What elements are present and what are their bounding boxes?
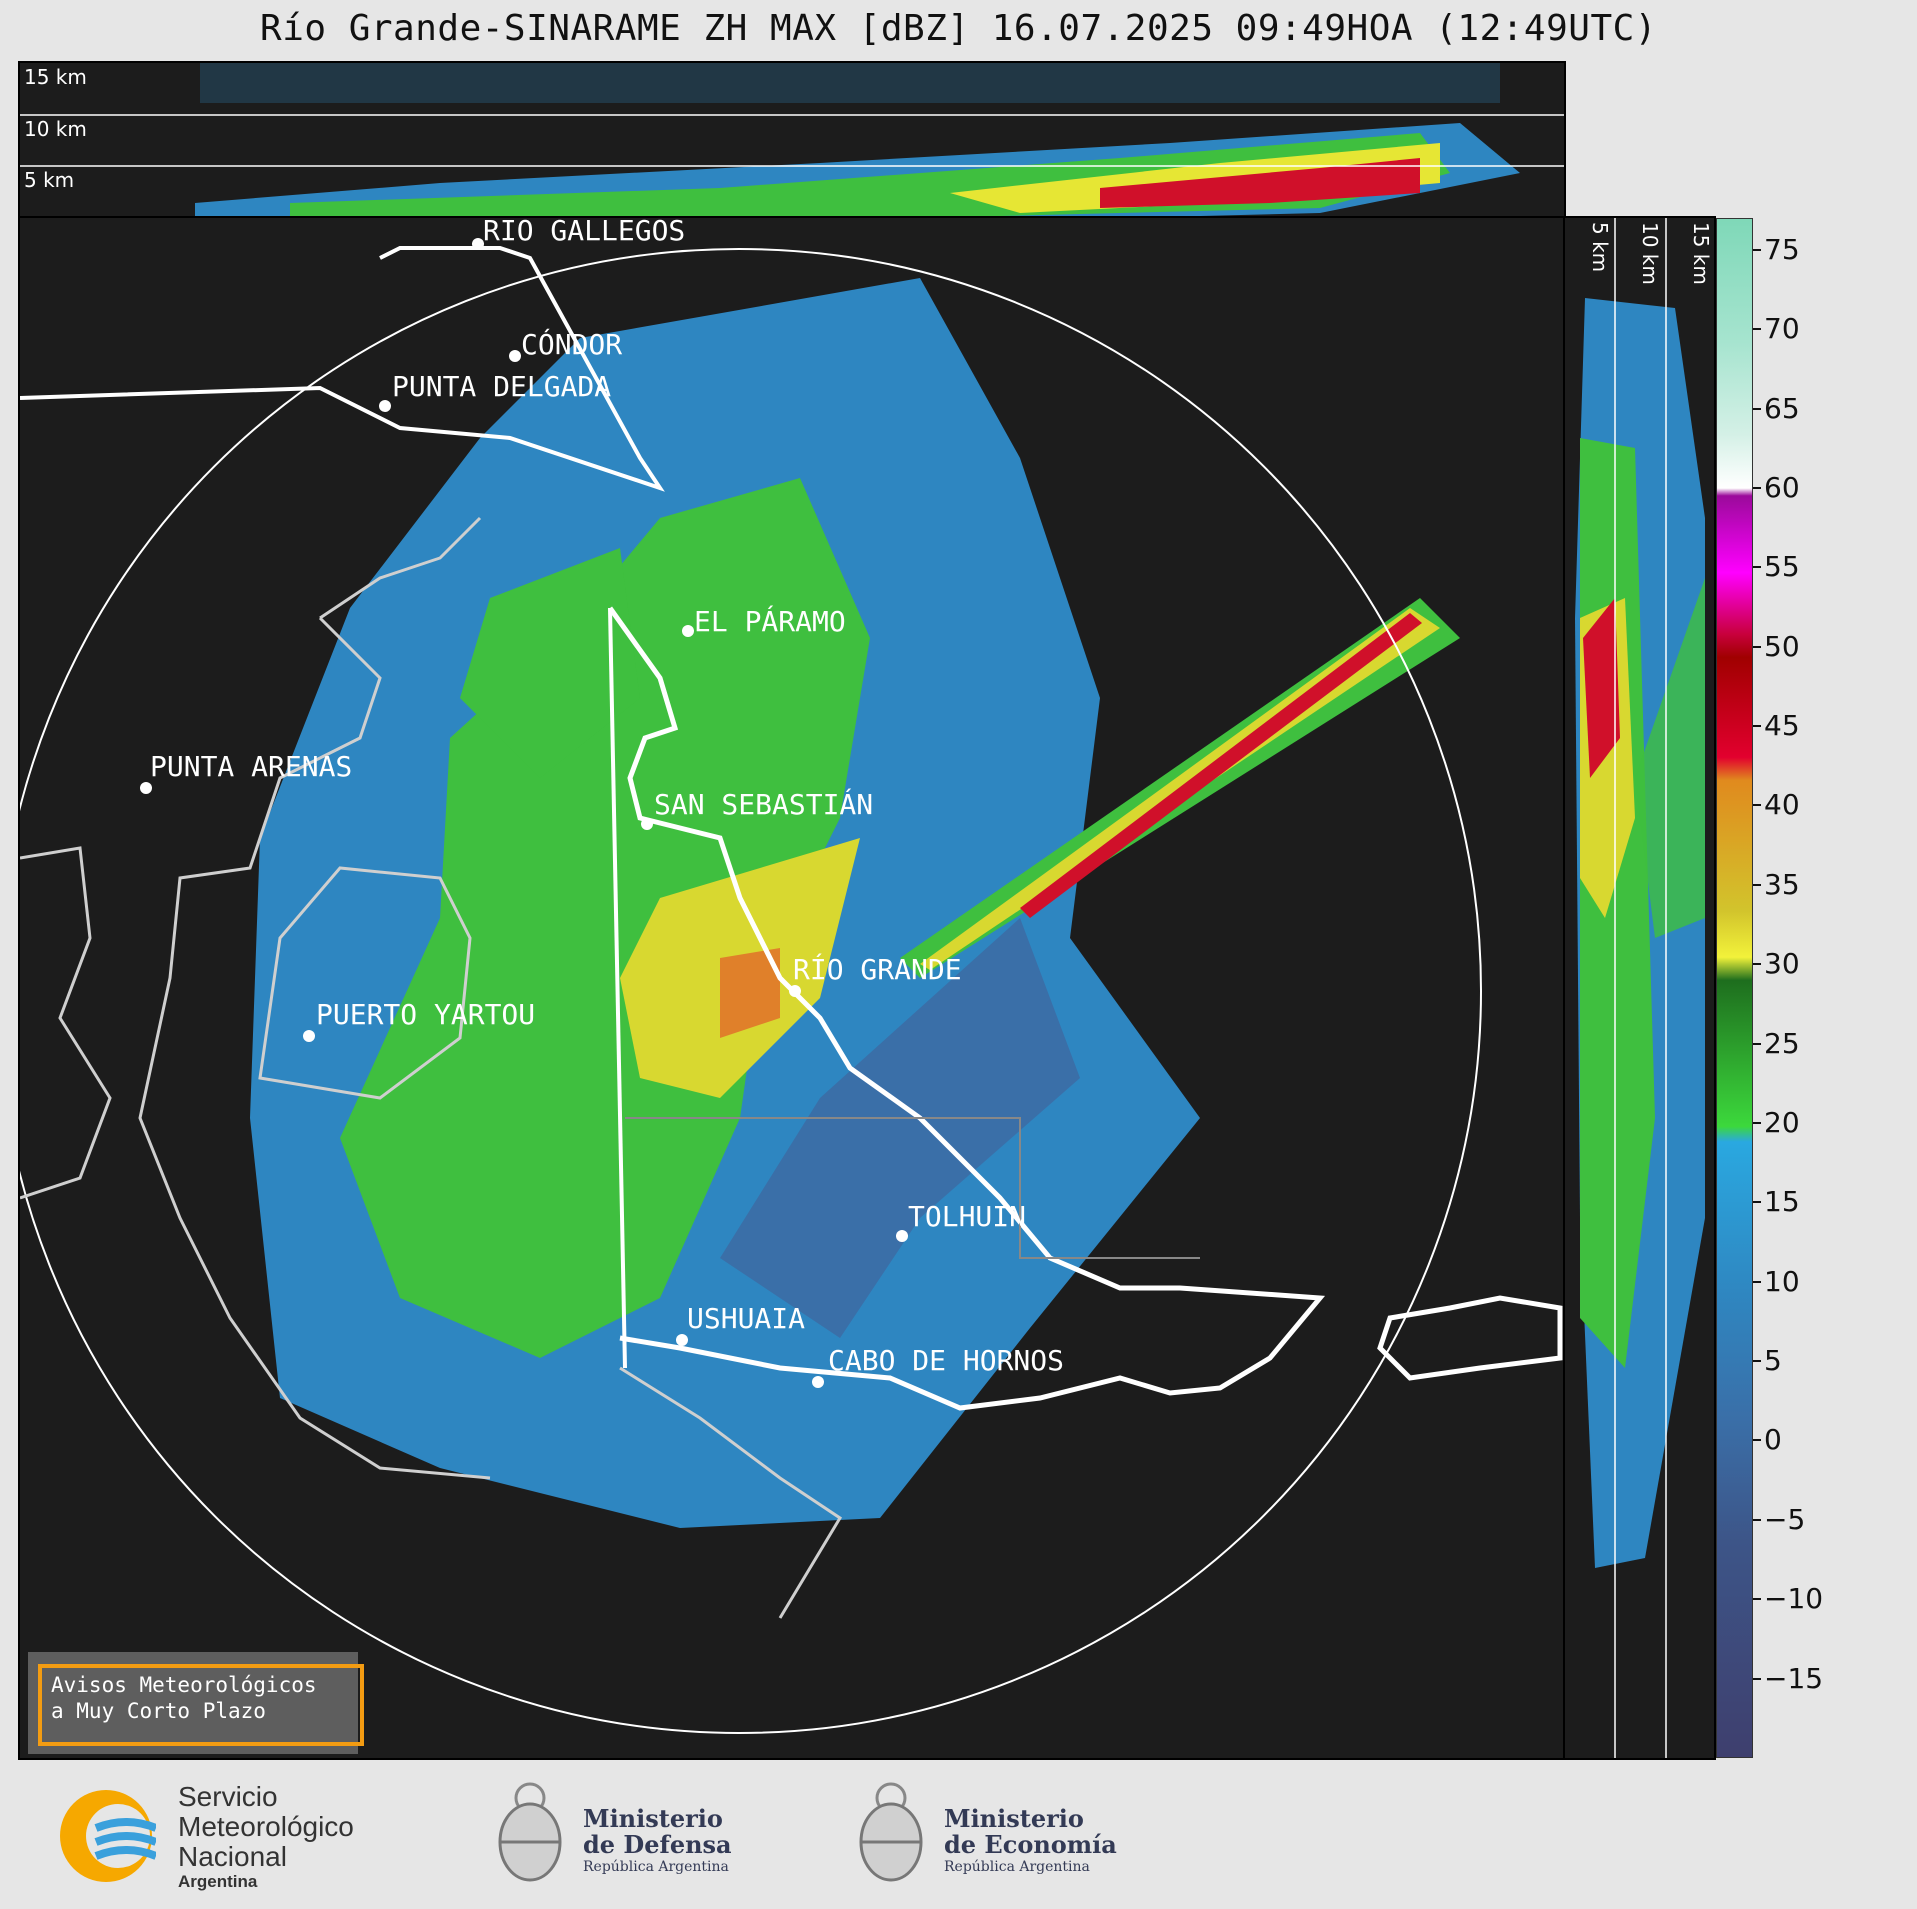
city-marker xyxy=(140,782,152,794)
colorbar-tick-label: 50 xyxy=(1764,629,1800,663)
colorbar-tick-label: 75 xyxy=(1764,232,1800,266)
city-marker xyxy=(789,985,801,997)
colorbar-tick-label: 65 xyxy=(1764,391,1800,425)
notice-frame: Avisos Meteorológicos a Muy Corto Plazo xyxy=(38,1664,364,1746)
colorbar-tick-label: 40 xyxy=(1764,788,1800,822)
colorbar-tick-label: 0 xyxy=(1764,1423,1782,1457)
height-label-15km: 15 km xyxy=(1689,222,1713,285)
defensa-line-2: de Defensa xyxy=(583,1830,732,1859)
city-marker xyxy=(509,350,521,362)
colorbar-tick xyxy=(1753,1280,1761,1283)
colorbar-tick-label: −10 xyxy=(1764,1582,1824,1616)
economia-line-3: República Argentina xyxy=(944,1859,1090,1875)
colorbar-tick-label: 15 xyxy=(1764,1185,1800,1219)
notice-line-2: a Muy Corto Plazo xyxy=(51,1699,266,1723)
colorbar-tick-label: 30 xyxy=(1764,947,1800,981)
colorbar-tick xyxy=(1753,407,1761,410)
smn-logo-icon xyxy=(60,1790,156,1882)
colorbar-tick-label: 5 xyxy=(1764,1344,1782,1378)
colorbar-tick xyxy=(1753,566,1761,569)
national-seal-icon xyxy=(859,1782,923,1882)
colorbar-tick-label: 70 xyxy=(1764,312,1800,346)
smn-logo-text: Servicio Meteorológico Nacional Argentin… xyxy=(178,1782,354,1892)
smn-line-2: Meteorológico xyxy=(178,1811,354,1842)
economia-line-1: Ministerio xyxy=(944,1804,1084,1833)
city-label-tolhuin: TOLHUIN xyxy=(908,1200,1027,1233)
colorbar-tick xyxy=(1753,1439,1761,1442)
height-label-5km: 5 km xyxy=(24,168,75,192)
colorbar-tick-label: 35 xyxy=(1764,867,1800,901)
colorbar-tick-label: 20 xyxy=(1764,1105,1800,1139)
city-label-san-sebastian: SAN SEBASTIÁN xyxy=(654,788,874,821)
city-label-puerto-yartou: PUERTO YARTOU xyxy=(316,998,536,1031)
city-marker xyxy=(379,400,391,412)
radar-map[interactable]: RÍO GALLEGOS CÓNDOR PUNTA DELGADA EL PÁR… xyxy=(18,216,1566,1760)
top-cross-section: 15 km 10 km 5 km xyxy=(18,61,1566,219)
colorbar-tick-label: −5 xyxy=(1764,1502,1806,1536)
colorbar-tick xyxy=(1753,1677,1761,1680)
height-label-10km: 10 km xyxy=(1638,222,1662,285)
city-label-ushuaia: USHUAIA xyxy=(687,1302,806,1335)
height-label-5km: 5 km xyxy=(1588,222,1612,273)
colorbar-tick-label: 60 xyxy=(1764,470,1800,504)
city-label-condor: CÓNDOR xyxy=(521,328,623,361)
notice-line-1: Avisos Meteorológicos xyxy=(51,1673,317,1697)
colorbar-tick xyxy=(1753,248,1761,251)
side-cross-section: 5 km 10 km 15 km xyxy=(1563,216,1716,1760)
smn-line-4: Argentina xyxy=(178,1872,258,1891)
defensa-line-1: Ministerio xyxy=(583,1804,723,1833)
city-marker xyxy=(676,1334,688,1346)
colorbar-tick-label: 25 xyxy=(1764,1026,1800,1060)
economia-line-2: de Economía xyxy=(944,1830,1117,1859)
colorbar-tick xyxy=(1753,883,1761,886)
city-marker xyxy=(303,1030,315,1042)
defensa-line-3: República Argentina xyxy=(583,1859,729,1875)
defensa-logo-text: Ministerio de Defensa República Argentin… xyxy=(583,1806,732,1876)
city-label-punta-delgada: PUNTA DELGADA xyxy=(392,370,612,403)
colorbar-tick-label: −15 xyxy=(1764,1661,1824,1695)
colorbar-tick xyxy=(1753,1201,1761,1204)
dbz-colorbar xyxy=(1716,218,1753,1758)
colorbar-tick xyxy=(1753,725,1761,728)
city-marker xyxy=(682,625,694,637)
colorbar-tick xyxy=(1753,1121,1761,1124)
colorbar-tick xyxy=(1753,645,1761,648)
city-label-rio-gallegos: RÍO GALLEGOS xyxy=(483,216,686,247)
city-marker xyxy=(812,1376,824,1388)
city-label-cabo-de-hornos: CABO DE HORNOS xyxy=(828,1344,1065,1377)
map-title: Río Grande-SINARAME ZH MAX [dBZ] 16.07.2… xyxy=(260,8,1657,49)
colorbar-tick xyxy=(1753,963,1761,966)
side-cross-section-echoes xyxy=(1575,218,1705,1758)
colorbar-tick-label: 10 xyxy=(1764,1264,1800,1298)
city-marker xyxy=(472,238,484,250)
colorbar-tick xyxy=(1753,804,1761,807)
city-label-punta-arenas: PUNTA ARENAS xyxy=(150,750,353,783)
city-marker xyxy=(641,818,653,830)
colorbar-tick xyxy=(1753,1042,1761,1045)
height-label-15km: 15 km xyxy=(24,65,87,89)
national-seal-icon xyxy=(498,1782,562,1882)
economia-logo-text: Ministerio de Economía República Argenti… xyxy=(944,1806,1117,1876)
colorbar-tick xyxy=(1753,486,1761,489)
colorbar-tick xyxy=(1753,1360,1761,1363)
top-cross-section-echoes xyxy=(20,63,1564,217)
smn-line-1: Servicio xyxy=(178,1781,278,1812)
city-label-rio-grande: RÍO GRANDE xyxy=(793,953,962,986)
city-label-el-paramo: EL PÁRAMO xyxy=(694,605,846,638)
colorbar-tick-label: 55 xyxy=(1764,550,1800,584)
warning-notice[interactable]: Avisos Meteorológicos a Muy Corto Plazo xyxy=(28,1652,364,1754)
height-label-10km: 10 km xyxy=(24,117,87,141)
radar-echoes xyxy=(20,246,1563,1734)
colorbar-tick xyxy=(1753,328,1761,331)
city-marker xyxy=(896,1230,908,1242)
colorbar-tick xyxy=(1753,1518,1761,1521)
smn-line-3: Nacional xyxy=(178,1841,287,1872)
colorbar-tick xyxy=(1753,1598,1761,1601)
colorbar-tick-label: 45 xyxy=(1764,709,1800,743)
